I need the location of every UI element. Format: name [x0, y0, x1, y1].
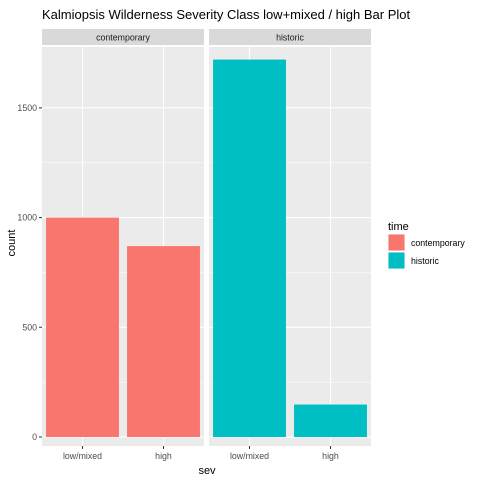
y-tick-label: 1000: [17, 213, 37, 223]
bar-contemporary-high: [127, 246, 200, 437]
y-axis-title: count: [6, 230, 18, 257]
strip-label-contemporary: contemporary: [96, 33, 150, 43]
bar-contemporary-low/mixed: [46, 217, 119, 437]
legend: time contemporary historic: [388, 221, 465, 269]
x-tick-label: low/mixed: [230, 451, 269, 461]
legend-label-historic: historic: [411, 256, 439, 266]
x-axis-title: sev: [198, 465, 216, 477]
y-axis: 0 500 1000 1500: [17, 103, 42, 442]
bar-historic-high: [294, 404, 367, 437]
bar-historic-low/mixed: [213, 59, 286, 437]
y-tick-label: 1500: [17, 103, 37, 113]
chart-title: Kalmiopsis Wilderness Severity Class low…: [42, 7, 410, 22]
y-tick-label: 0: [32, 432, 37, 442]
x-tick-label: high: [322, 451, 339, 461]
x-tick-label: high: [155, 451, 172, 461]
legend-label-contemporary: contemporary: [411, 238, 465, 248]
facet-panel-historic: historic low/mixed high: [209, 29, 371, 461]
legend-swatch-historic: [388, 252, 405, 269]
strip-background: [209, 29, 371, 45]
legend-title: time: [388, 221, 409, 233]
x-tick-label: low/mixed: [63, 451, 102, 461]
legend-swatch-contemporary: [388, 234, 405, 251]
strip-label-historic: historic: [276, 33, 304, 43]
y-tick-label: 500: [22, 322, 37, 332]
facet-panels: contemporary low/mixed high historic low/mix…: [17, 29, 371, 461]
strip-background: [42, 29, 204, 45]
facet-panel-contemporary: contemporary low/mixed high: [42, 29, 204, 461]
